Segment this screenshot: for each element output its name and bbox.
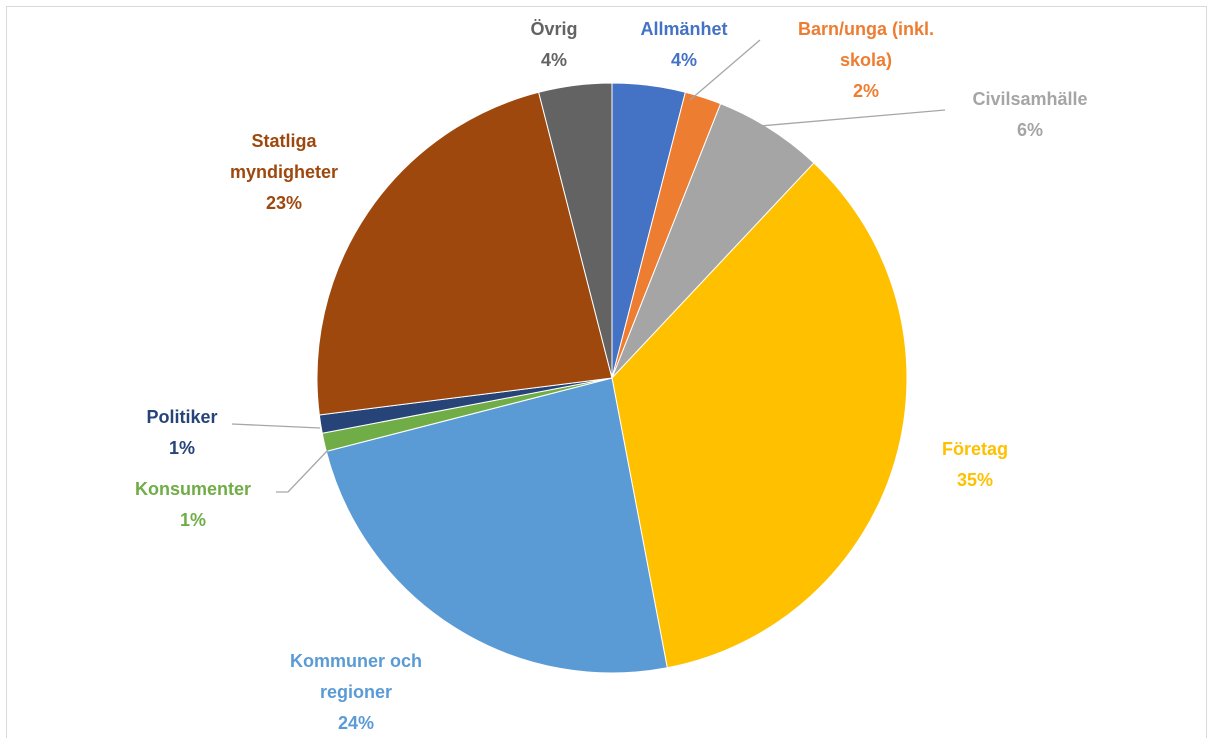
category-label: Övrig	[530, 19, 578, 39]
data-label: Barn/unga (inkl. skola) 2%	[776, 14, 956, 107]
data-label: Allmänhet 4%	[584, 14, 784, 76]
category-label: Politiker	[146, 407, 218, 427]
category-label: Företag	[941, 439, 1008, 459]
value-label: 1%	[179, 510, 206, 530]
data-label: Företag 35%	[875, 434, 1075, 496]
data-label: Statliga myndigheter 23%	[219, 126, 349, 219]
leader-line	[759, 109, 946, 127]
pie-slice	[611, 162, 908, 669]
value-label: 4%	[540, 50, 567, 70]
category-label: Konsumenter	[134, 479, 251, 499]
value-label: 6%	[1016, 120, 1043, 140]
value-label: 2%	[852, 81, 879, 101]
leader-line	[276, 449, 329, 493]
data-label: Civilsamhälle 6%	[930, 84, 1130, 146]
category-label: Allmänhet	[640, 19, 728, 39]
value-label: 4%	[670, 50, 697, 70]
category-label: Statliga myndigheter	[229, 131, 339, 182]
value-label: 24%	[337, 713, 375, 733]
pie-slice	[316, 91, 613, 416]
leader-line	[231, 423, 321, 429]
pie-slice	[325, 377, 668, 674]
leader-line	[689, 39, 761, 101]
pie-slice	[538, 82, 613, 379]
data-label: Konsumenter 1%	[93, 474, 293, 536]
value-label: 1%	[168, 438, 195, 458]
category-label: Kommuner och regioner	[289, 651, 422, 702]
chart-frame	[6, 6, 1207, 738]
data-label: Övrig 4%	[454, 14, 654, 76]
data-label: Politiker 1%	[82, 402, 282, 464]
data-label: Kommuner och regioner 24%	[274, 646, 439, 738]
value-label: 35%	[956, 470, 994, 490]
category-label: Barn/unga (inkl. skola)	[797, 19, 934, 70]
category-label: Civilsamhälle	[972, 89, 1088, 109]
value-label: 23%	[265, 193, 303, 213]
